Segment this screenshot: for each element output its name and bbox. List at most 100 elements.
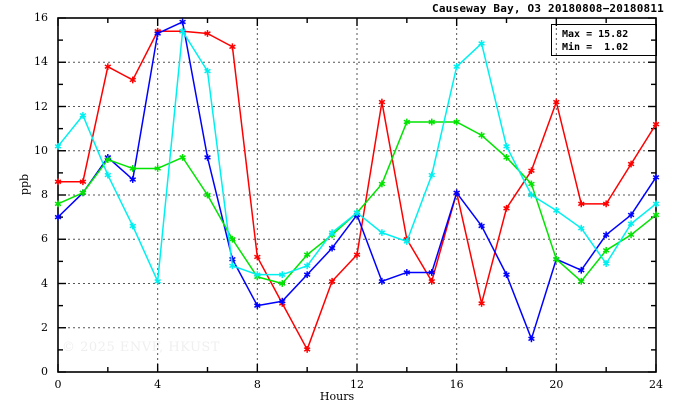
data-point-marker (577, 267, 585, 273)
data-point-marker (154, 278, 161, 284)
data-point-marker (577, 278, 585, 284)
y-tick-label: 0 (41, 365, 48, 378)
data-point-marker (478, 223, 485, 229)
data-point-marker (278, 281, 286, 286)
data-point-marker (229, 256, 236, 262)
data-point-marker (54, 179, 62, 185)
data-point-marker (104, 157, 112, 162)
series-day4 (54, 27, 660, 285)
data-point-marker (204, 31, 211, 36)
y-tick-label: 12 (34, 99, 48, 113)
data-point-marker (353, 210, 361, 216)
data-point-marker (328, 278, 336, 284)
data-point-marker (428, 119, 436, 125)
data-point-marker (553, 99, 560, 105)
data-point-marker (378, 230, 386, 235)
data-point-marker (403, 239, 411, 244)
y-tick-label: 14 (34, 55, 48, 69)
data-point-marker (179, 28, 186, 34)
data-point-marker (602, 261, 610, 266)
x-tick-label: 20 (549, 378, 564, 391)
data-point-marker (104, 64, 112, 70)
data-point-marker (328, 230, 336, 235)
data-point-marker (652, 212, 660, 218)
data-point-marker (129, 166, 137, 171)
x-tick-label: 16 (449, 378, 464, 391)
data-point-marker (254, 303, 261, 308)
data-point-marker (627, 221, 635, 227)
data-point-marker (428, 270, 436, 275)
y-tick-label: 4 (41, 276, 48, 290)
data-point-marker (652, 201, 660, 207)
y-tick-label: 16 (34, 11, 48, 24)
data-point-marker (54, 201, 62, 207)
data-point-marker (378, 278, 386, 284)
data-point-marker (478, 41, 485, 46)
data-point-marker (503, 143, 510, 149)
y-tick-label: 10 (34, 143, 48, 157)
data-point-marker (602, 232, 610, 238)
stats-max-label: Max = 15.82 (562, 29, 629, 40)
data-point-marker (503, 272, 510, 277)
data-point-marker (428, 172, 436, 178)
data-point-marker (179, 19, 186, 25)
data-point-marker (602, 201, 610, 207)
data-point-marker (303, 252, 311, 258)
data-point-marker (478, 301, 485, 306)
x-tick-label: 24 (649, 378, 663, 391)
data-point-marker (528, 168, 535, 174)
stats-min-label: Min = 1.02 (562, 42, 629, 53)
data-point-marker (627, 212, 635, 218)
data-point-marker (528, 192, 535, 198)
data-point-marker (303, 347, 311, 352)
data-point-marker (378, 99, 386, 105)
data-point-marker (353, 252, 361, 258)
data-point-marker (652, 121, 660, 127)
data-point-marker (652, 174, 660, 180)
data-point-marker (54, 143, 62, 149)
data-point-marker (403, 119, 411, 125)
chart-title: Causeway Bay, O3 20180808−20180811 (432, 2, 664, 15)
data-point-marker (478, 132, 485, 138)
data-point-marker (278, 298, 286, 304)
data-point-marker (154, 31, 161, 36)
x-tick-label: 0 (54, 378, 62, 391)
data-point-marker (577, 201, 585, 207)
data-point-marker (453, 64, 460, 70)
data-point-marker (254, 272, 261, 277)
data-point-marker (204, 192, 211, 198)
data-point-marker (577, 225, 585, 231)
data-point-marker (154, 166, 161, 171)
data-point-marker (453, 190, 460, 196)
data-point-marker (627, 161, 635, 167)
data-point-marker (453, 119, 460, 125)
x-tick-label: 4 (154, 378, 162, 391)
data-point-marker (528, 336, 535, 342)
data-point-marker (204, 68, 211, 74)
x-tick-label: 12 (350, 378, 364, 391)
x-axis-label: Hours (319, 390, 355, 403)
data-point-marker (79, 179, 87, 185)
data-point-marker (303, 263, 311, 269)
y-tick-label: 6 (41, 232, 48, 246)
y-tick-label: 8 (41, 188, 48, 201)
data-point-marker (79, 190, 87, 196)
data-point-marker (403, 270, 411, 275)
data-point-marker (503, 155, 510, 160)
data-point-marker (428, 278, 436, 284)
data-point-marker (528, 181, 535, 187)
data-point-marker (54, 214, 62, 220)
data-point-marker (303, 272, 311, 277)
data-point-marker (553, 256, 560, 262)
data-point-marker (553, 208, 560, 213)
data-point-marker (229, 44, 236, 50)
data-point-marker (229, 263, 236, 269)
y-tick-label: 2 (41, 320, 48, 334)
data-point-marker (328, 245, 336, 251)
data-point-marker (129, 223, 137, 229)
data-point-marker (278, 272, 286, 277)
data-point-marker (79, 113, 87, 118)
data-point-marker (179, 155, 186, 160)
